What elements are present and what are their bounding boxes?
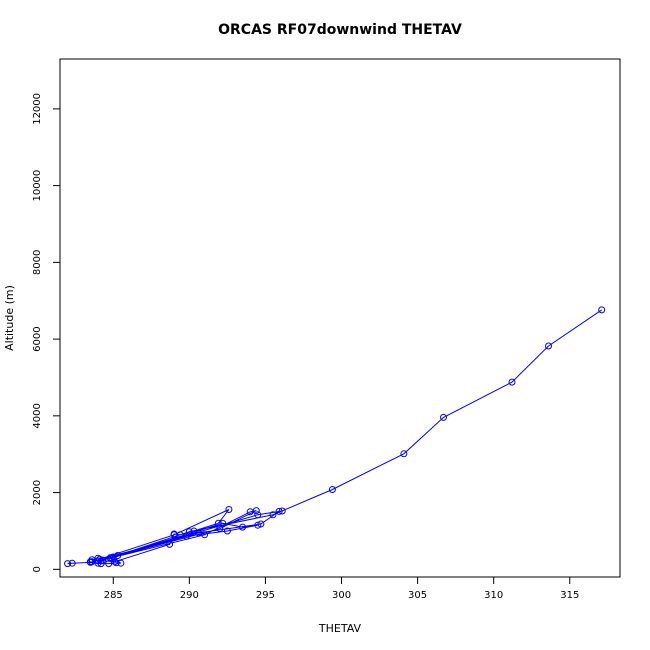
data-point: [114, 552, 122, 559]
x-tick-label: 295: [256, 590, 275, 601]
data-point: [112, 559, 120, 567]
data-point: [545, 342, 552, 350]
data-point: [201, 531, 209, 539]
data-point: [216, 525, 224, 533]
x-tick-label: 305: [408, 590, 427, 601]
data-point: [440, 413, 447, 421]
y-axis: 0 2000 4000 6000 8000 10000 12000: [32, 93, 61, 573]
data-point: [254, 511, 262, 519]
data-point: [109, 553, 117, 561]
data-point: [219, 519, 227, 527]
data-point: [257, 520, 265, 528]
data-point: [185, 528, 193, 536]
series-layer: [64, 306, 606, 568]
data-point: [252, 507, 260, 515]
data-point: [195, 529, 202, 537]
data-point: [170, 531, 178, 539]
y-axis-label: Altitude (m): [3, 285, 16, 351]
data-point: [239, 523, 247, 531]
y-tick-label: 0: [32, 566, 43, 572]
y-tick-label: 6000: [32, 326, 43, 351]
plot-area: [59, 58, 621, 578]
data-point: [64, 560, 72, 568]
data-point: [254, 521, 262, 529]
data-point: [225, 506, 233, 513]
x-tick-label: 290: [180, 590, 199, 601]
y-tick-label: 4000: [32, 403, 43, 428]
x-axis: 285 290 295 300 305 310 315: [104, 576, 579, 601]
x-axis-label: THETAV: [318, 622, 362, 635]
x-tick-label: 285: [104, 590, 123, 601]
y-tick-label: 12000: [32, 93, 43, 125]
series-line: [67, 309, 602, 565]
data-point: [508, 378, 516, 386]
y-tick-label: 10000: [32, 170, 43, 202]
data-point: [400, 450, 408, 458]
data-point: [278, 507, 286, 515]
x-tick-label: 315: [560, 590, 579, 601]
data-point: [269, 511, 277, 519]
data-point: [190, 527, 198, 535]
data-point: [166, 540, 174, 548]
y-tick-label: 2000: [32, 480, 43, 505]
x-tick-label: 310: [484, 590, 503, 601]
data-point: [68, 559, 76, 567]
x-tick-label: 300: [332, 590, 351, 601]
data-point: [96, 555, 104, 563]
y-tick-label: 8000: [32, 250, 43, 275]
data-point: [598, 306, 606, 314]
chart-title: ORCAS RF07downwind THETAV: [218, 22, 462, 38]
data-point: [328, 486, 336, 493]
data-point: [223, 527, 231, 535]
data-point: [94, 557, 102, 565]
data-point: [99, 556, 107, 564]
data-point: [275, 507, 283, 515]
